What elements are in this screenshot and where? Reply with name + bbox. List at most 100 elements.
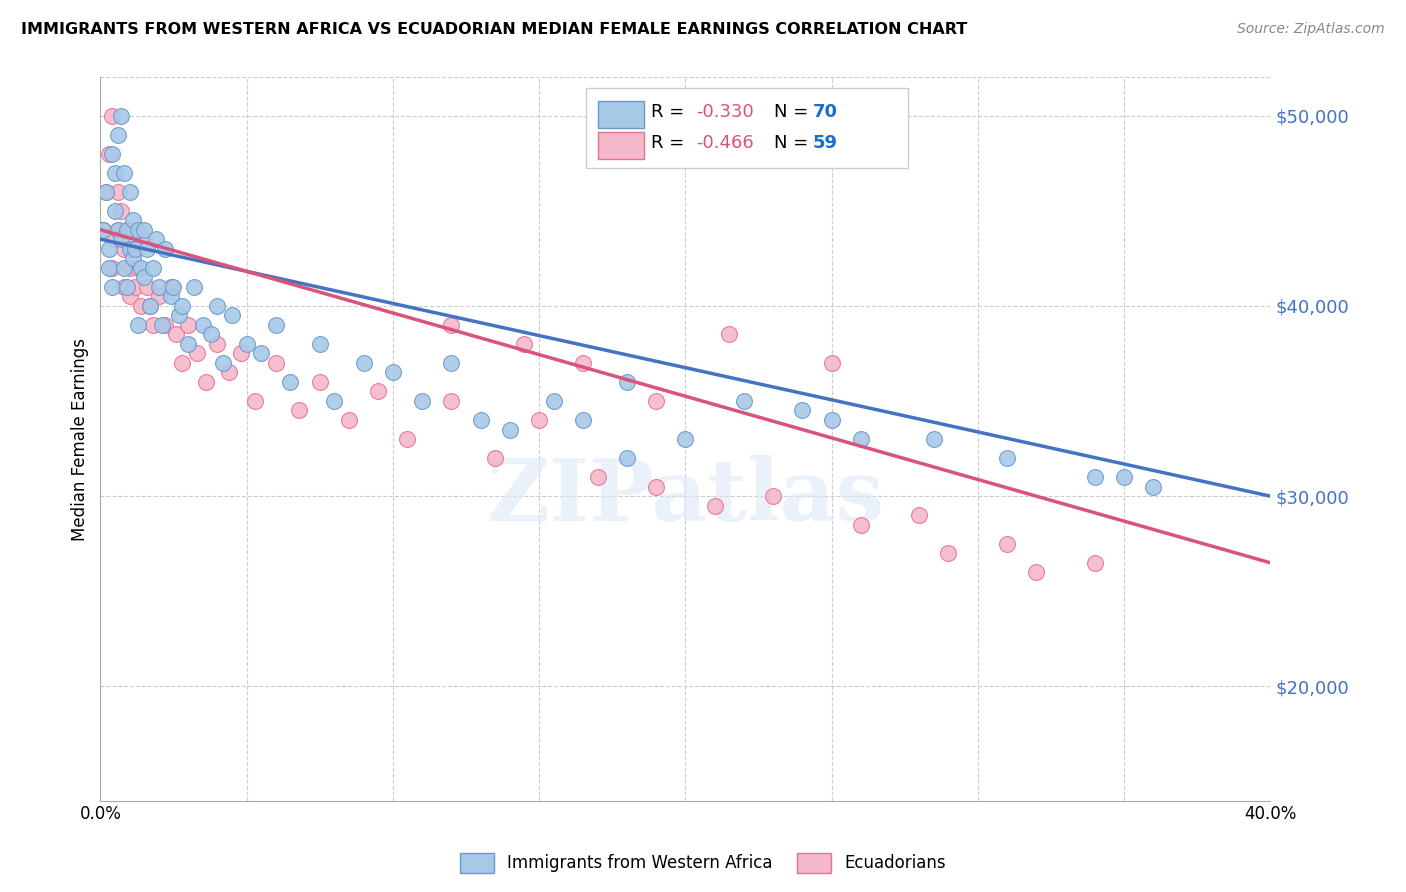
Point (381, 366, 404, 380)
Point (98, 242, 121, 256)
Point (572, 413, 595, 427)
Text: 70: 70 (813, 103, 838, 121)
Point (245, 394, 267, 409)
Point (110, 232, 132, 246)
Point (115, 222, 138, 236)
Point (922, 432, 945, 446)
Point (235, 337, 257, 351)
Point (221, 309, 243, 323)
Text: -0.330: -0.330 (696, 103, 754, 121)
Point (645, 480, 668, 494)
Point (118, 260, 141, 275)
Point (177, 337, 200, 351)
Point (470, 413, 492, 427)
Point (308, 375, 330, 389)
Point (440, 356, 463, 370)
Point (616, 451, 638, 466)
Point (142, 318, 165, 332)
Point (177, 318, 200, 332)
Point (762, 489, 785, 503)
Text: IMMIGRANTS FROM WESTERN AFRICA VS ECUADORIAN MEDIAN FEMALE EARNINGS CORRELATION : IMMIGRANTS FROM WESTERN AFRICA VS ECUADO… (21, 22, 967, 37)
Point (104, 165, 127, 179)
Point (107, 222, 129, 236)
Point (115, 280, 138, 294)
Point (159, 280, 181, 294)
Point (183, 280, 205, 294)
Point (96, 185, 118, 199)
Point (353, 356, 375, 370)
Point (733, 394, 755, 409)
Point (1084, 556, 1107, 570)
Point (212, 356, 235, 370)
Point (121, 213, 143, 227)
Point (367, 384, 389, 399)
Text: N =: N = (775, 103, 814, 121)
Point (101, 280, 124, 294)
Point (250, 346, 273, 360)
Point (145, 232, 167, 246)
Point (411, 394, 433, 409)
Point (572, 356, 595, 370)
Point (484, 451, 506, 466)
Point (107, 128, 129, 142)
Point (186, 346, 208, 360)
Point (127, 318, 149, 332)
Text: R =: R = (651, 135, 690, 153)
Point (139, 299, 162, 313)
Point (101, 108, 124, 122)
Point (264, 356, 287, 370)
Point (280, 375, 302, 389)
Point (191, 318, 214, 332)
Point (112, 260, 135, 275)
FancyBboxPatch shape (598, 132, 644, 159)
Point (1112, 470, 1135, 484)
Point (112, 242, 135, 256)
Point (107, 185, 129, 199)
Point (121, 242, 143, 256)
Point (586, 470, 609, 484)
Point (1142, 480, 1164, 494)
Point (264, 318, 287, 332)
Point (112, 280, 135, 294)
Point (159, 289, 181, 303)
Point (127, 222, 149, 236)
Point (792, 403, 814, 417)
Point (153, 242, 176, 256)
Point (169, 309, 191, 323)
FancyBboxPatch shape (586, 88, 907, 168)
Point (124, 280, 146, 294)
Point (440, 394, 463, 409)
Point (207, 299, 229, 313)
Point (162, 280, 184, 294)
Point (616, 375, 638, 389)
Point (513, 337, 536, 351)
Point (323, 394, 346, 409)
Point (908, 508, 931, 523)
Point (91, 222, 114, 236)
Point (129, 299, 152, 313)
Point (101, 146, 124, 161)
Point (136, 242, 159, 256)
Point (101, 260, 124, 275)
Point (703, 499, 725, 513)
Point (396, 432, 419, 446)
Point (995, 451, 1018, 466)
Point (98, 260, 121, 275)
Point (148, 280, 170, 294)
Point (110, 108, 132, 122)
Point (718, 327, 741, 342)
Text: -0.466: -0.466 (696, 135, 754, 153)
Point (129, 260, 152, 275)
Point (849, 517, 872, 532)
Point (107, 222, 129, 236)
Point (134, 222, 156, 236)
Text: 59: 59 (813, 135, 838, 153)
Point (527, 413, 550, 427)
Point (218, 366, 240, 380)
Point (229, 346, 252, 360)
Point (104, 203, 127, 218)
FancyBboxPatch shape (598, 101, 644, 128)
Point (645, 394, 668, 409)
Point (136, 280, 159, 294)
Point (849, 432, 872, 446)
